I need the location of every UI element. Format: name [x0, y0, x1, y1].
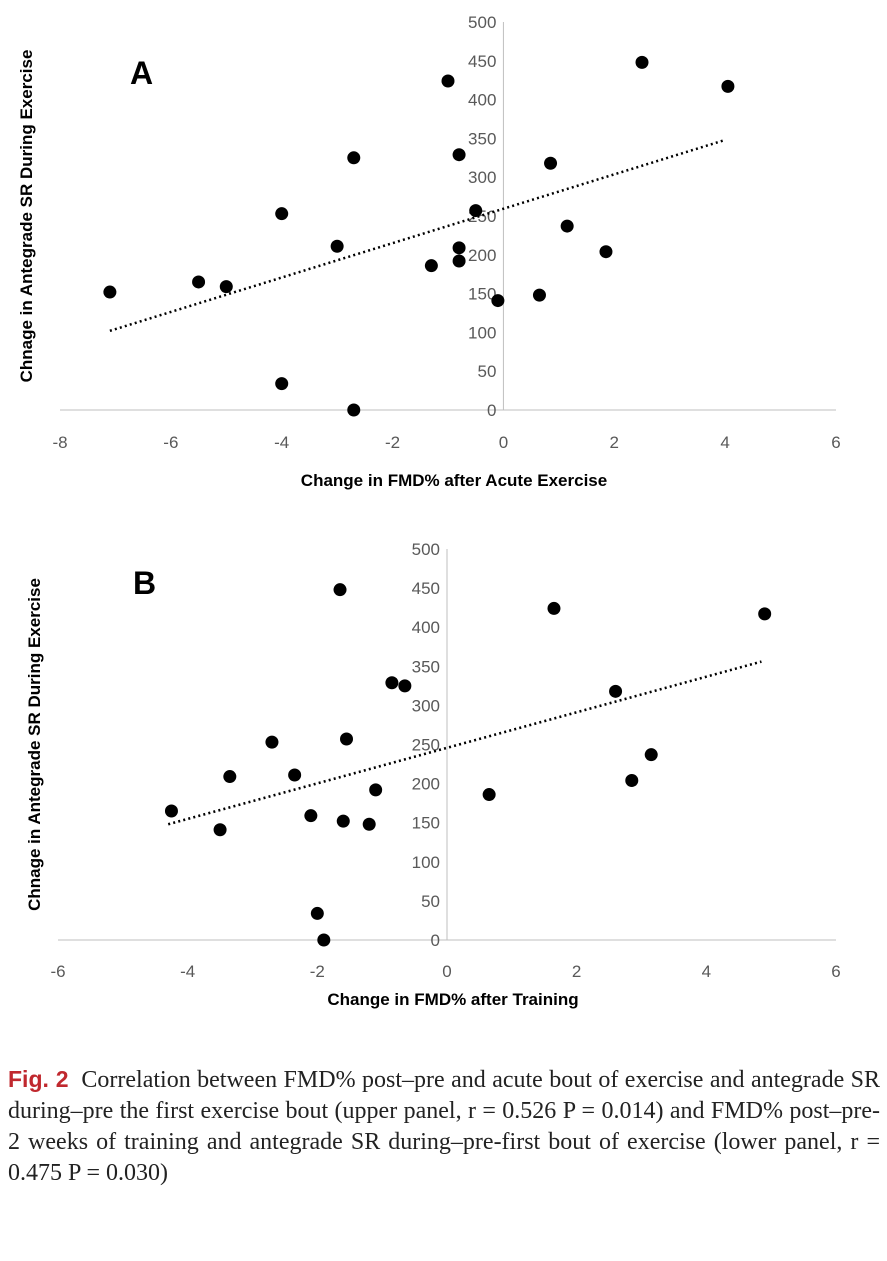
y-tick-label: 500 — [468, 13, 496, 32]
data-point — [340, 732, 354, 746]
figure-caption: Fig. 2 Correlation between FMD% post–pre… — [8, 1064, 880, 1189]
data-point — [317, 933, 331, 947]
x-tick-label: -6 — [50, 962, 65, 981]
data-point — [369, 783, 383, 797]
trendline — [109, 138, 726, 333]
y-tick-label: 200 — [468, 246, 496, 265]
y-tick-label: 50 — [421, 892, 440, 911]
data-point — [544, 156, 558, 170]
x-tick-label: 0 — [499, 433, 508, 452]
y-tick-label: 0 — [487, 401, 496, 420]
data-point — [469, 204, 483, 218]
data-point — [424, 259, 438, 273]
data-point — [275, 207, 289, 221]
data-point — [560, 219, 574, 233]
x-tick-label: -4 — [274, 433, 289, 452]
data-point — [336, 814, 350, 828]
x-tick-label: 6 — [831, 962, 840, 981]
panel-b: 0 50 100 150 200 250 300 350 400 450 500 -6 -4 -2 0 2 4 6… — [25, 540, 841, 1009]
data-point — [482, 788, 496, 802]
data-point — [362, 817, 376, 831]
y-axis-title: Chnage in Antegrade SR During Exercise — [17, 50, 36, 383]
data-point — [398, 679, 412, 693]
x-tick-label: 4 — [720, 433, 729, 452]
data-point — [599, 245, 613, 259]
data-point — [164, 804, 178, 818]
y-tick-label: 250 — [412, 736, 440, 755]
data-point — [532, 288, 546, 302]
y-tick-label: 450 — [468, 52, 496, 71]
x-axis-title: Change in FMD% after Acute Exercise — [301, 471, 607, 490]
data-point — [347, 403, 361, 417]
y-axis-title: Chnage in Antegrade SR During Exercise — [25, 578, 44, 911]
y-tick-label: 450 — [412, 579, 440, 598]
x-tick-label: 2 — [610, 433, 619, 452]
y-tick-label: 400 — [412, 618, 440, 637]
panel-letter: B — [133, 565, 156, 601]
y-tick-label: 150 — [412, 814, 440, 833]
data-point — [547, 601, 561, 615]
data-point — [625, 773, 639, 787]
data-point — [758, 607, 772, 621]
x-tick-label: -6 — [163, 433, 178, 452]
x-tick-label: 2 — [572, 962, 581, 981]
data-point — [491, 294, 505, 308]
data-point — [385, 676, 399, 690]
x-tick-label: 4 — [702, 962, 711, 981]
data-point — [452, 254, 466, 268]
x-tick-label: -4 — [180, 962, 195, 981]
data-point — [609, 684, 623, 698]
y-tick-label: 300 — [412, 696, 440, 715]
y-tick-label: 100 — [468, 323, 496, 342]
y-tick-label: 0 — [431, 931, 440, 950]
x-tick-label: 6 — [831, 433, 840, 452]
data-point — [213, 823, 227, 837]
caption-text: Correlation between FMD% post–pre and ac… — [8, 1067, 881, 1186]
trendline — [167, 660, 762, 826]
y-tick-label: 300 — [468, 168, 496, 187]
data-point — [441, 74, 455, 88]
x-tick-label: -2 — [385, 433, 400, 452]
data-point — [219, 280, 233, 294]
data-point — [265, 735, 279, 749]
data-point — [644, 748, 658, 762]
y-tick-label: 350 — [412, 657, 440, 676]
data-point — [223, 770, 237, 784]
data-point — [347, 151, 361, 165]
x-axis-title: Change in FMD% after Training — [327, 990, 578, 1009]
figure-label: Fig. 2 — [8, 1066, 69, 1092]
x-tick-label: -2 — [310, 962, 325, 981]
data-point — [275, 377, 289, 391]
data-point — [721, 79, 735, 93]
data-point — [635, 55, 649, 69]
y-tick-label: 100 — [412, 853, 440, 872]
data-point — [288, 768, 302, 782]
data-point — [192, 275, 206, 289]
data-point — [452, 241, 466, 255]
data-point — [103, 285, 117, 299]
y-tick-label: 150 — [468, 285, 496, 304]
data-point — [304, 809, 318, 823]
data-point — [452, 148, 466, 162]
data-point — [330, 239, 344, 253]
y-tick-label: 400 — [468, 91, 496, 110]
x-tick-label: -8 — [52, 433, 67, 452]
y-tick-label: 50 — [478, 362, 497, 381]
panel-letter: A — [130, 55, 153, 91]
y-tick-label: 500 — [412, 540, 440, 559]
y-tick-label: 350 — [468, 129, 496, 148]
y-tick-label: 200 — [412, 775, 440, 794]
x-tick-label: 0 — [442, 962, 451, 981]
data-point — [333, 583, 347, 597]
data-point — [310, 906, 324, 920]
